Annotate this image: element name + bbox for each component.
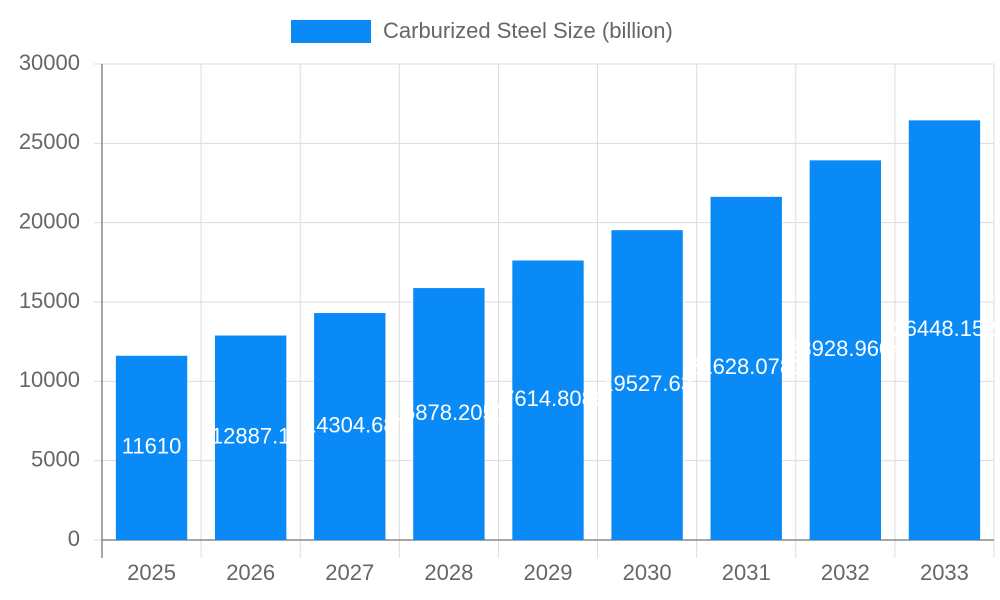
value-label: 21628.0781 bbox=[688, 354, 804, 379]
value-label: 19527.63 bbox=[601, 371, 693, 396]
value-label: 12887.1 bbox=[211, 424, 291, 449]
bar bbox=[809, 160, 882, 541]
y-tick-label: 10000 bbox=[19, 367, 80, 392]
value-label: 26448.152 bbox=[892, 316, 996, 341]
y-tick-label: 20000 bbox=[19, 208, 80, 233]
x-tick-label: 2030 bbox=[623, 560, 672, 585]
bar bbox=[710, 196, 782, 541]
bar bbox=[314, 313, 386, 540]
x-tick-label: 2032 bbox=[821, 560, 870, 585]
x-tick-label: 2025 bbox=[127, 560, 176, 585]
y-tick-label: 0 bbox=[68, 526, 80, 551]
legend-swatch bbox=[291, 20, 371, 43]
value-label: 23928.9604 bbox=[787, 336, 903, 361]
x-tick-label: 2028 bbox=[424, 560, 473, 585]
bar bbox=[611, 230, 683, 540]
y-tick-label: 30000 bbox=[19, 50, 80, 75]
y-tick-label: 25000 bbox=[19, 129, 80, 154]
value-label: 15878.2051 bbox=[391, 400, 507, 425]
y-tick-label: 5000 bbox=[31, 446, 80, 471]
value-label: 11610 bbox=[122, 434, 182, 459]
y-tick-label: 15000 bbox=[19, 288, 80, 313]
bar bbox=[413, 288, 485, 540]
x-tick-label: 2031 bbox=[722, 560, 771, 585]
legend-label: Carburized Steel Size (billion) bbox=[383, 18, 673, 43]
bar bbox=[214, 335, 287, 540]
value-label: 14304.68 bbox=[304, 412, 396, 437]
x-tick-label: 2029 bbox=[524, 560, 573, 585]
bar bbox=[115, 355, 188, 540]
value-label: 17614.8086 bbox=[490, 386, 606, 411]
bar bbox=[908, 120, 981, 540]
x-tick-label: 2026 bbox=[226, 560, 275, 585]
bar bbox=[512, 260, 584, 540]
x-tick-label: 2033 bbox=[920, 560, 969, 585]
x-tick-label: 2027 bbox=[325, 560, 374, 585]
